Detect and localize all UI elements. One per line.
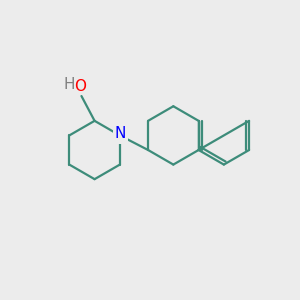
Text: N: N <box>115 127 126 142</box>
Text: O: O <box>75 79 87 94</box>
Text: N: N <box>115 127 126 142</box>
Text: H: H <box>64 77 75 92</box>
